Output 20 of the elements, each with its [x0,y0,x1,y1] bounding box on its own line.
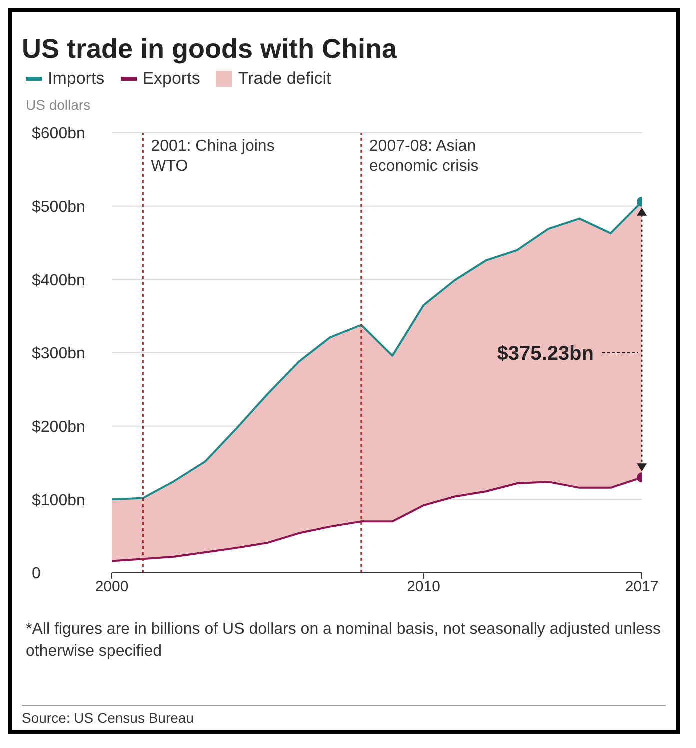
y-axis-title: US dollars [26,97,92,113]
ref-line-label: 2001: China joins WTO [151,138,275,175]
y-tick-label: $400bn [32,272,86,290]
ref-line-label: 2007-08: Asian economic crisis [369,138,479,175]
legend-label: Exports [142,69,200,89]
y-tick-label: $300bn [32,346,86,363]
chart-title: US trade in goods with China [22,34,398,65]
legend-label: Imports [47,69,105,89]
y-tick-label: $200bn [32,419,86,436]
text: *All figures are in billions of US dollars on a nominal basis, not seasonally adjusted unless otherwise specified [26,620,662,662]
y-tick-label: $100bn [32,492,86,510]
x-tick-label: 2000 [95,578,129,596]
x-tick-label: 2017 [625,578,659,596]
legend-label: Trade deficit [237,69,332,89]
y-tick-label: $600bn [32,126,86,143]
y-tick-label: $500bn [32,199,86,216]
x-tick-label: 2010 [407,578,440,596]
source-note: Source: US Census Bureau [22,705,666,726]
annotation: $375.23bn [497,343,594,365]
y-tick-label: 0 [32,566,41,583]
